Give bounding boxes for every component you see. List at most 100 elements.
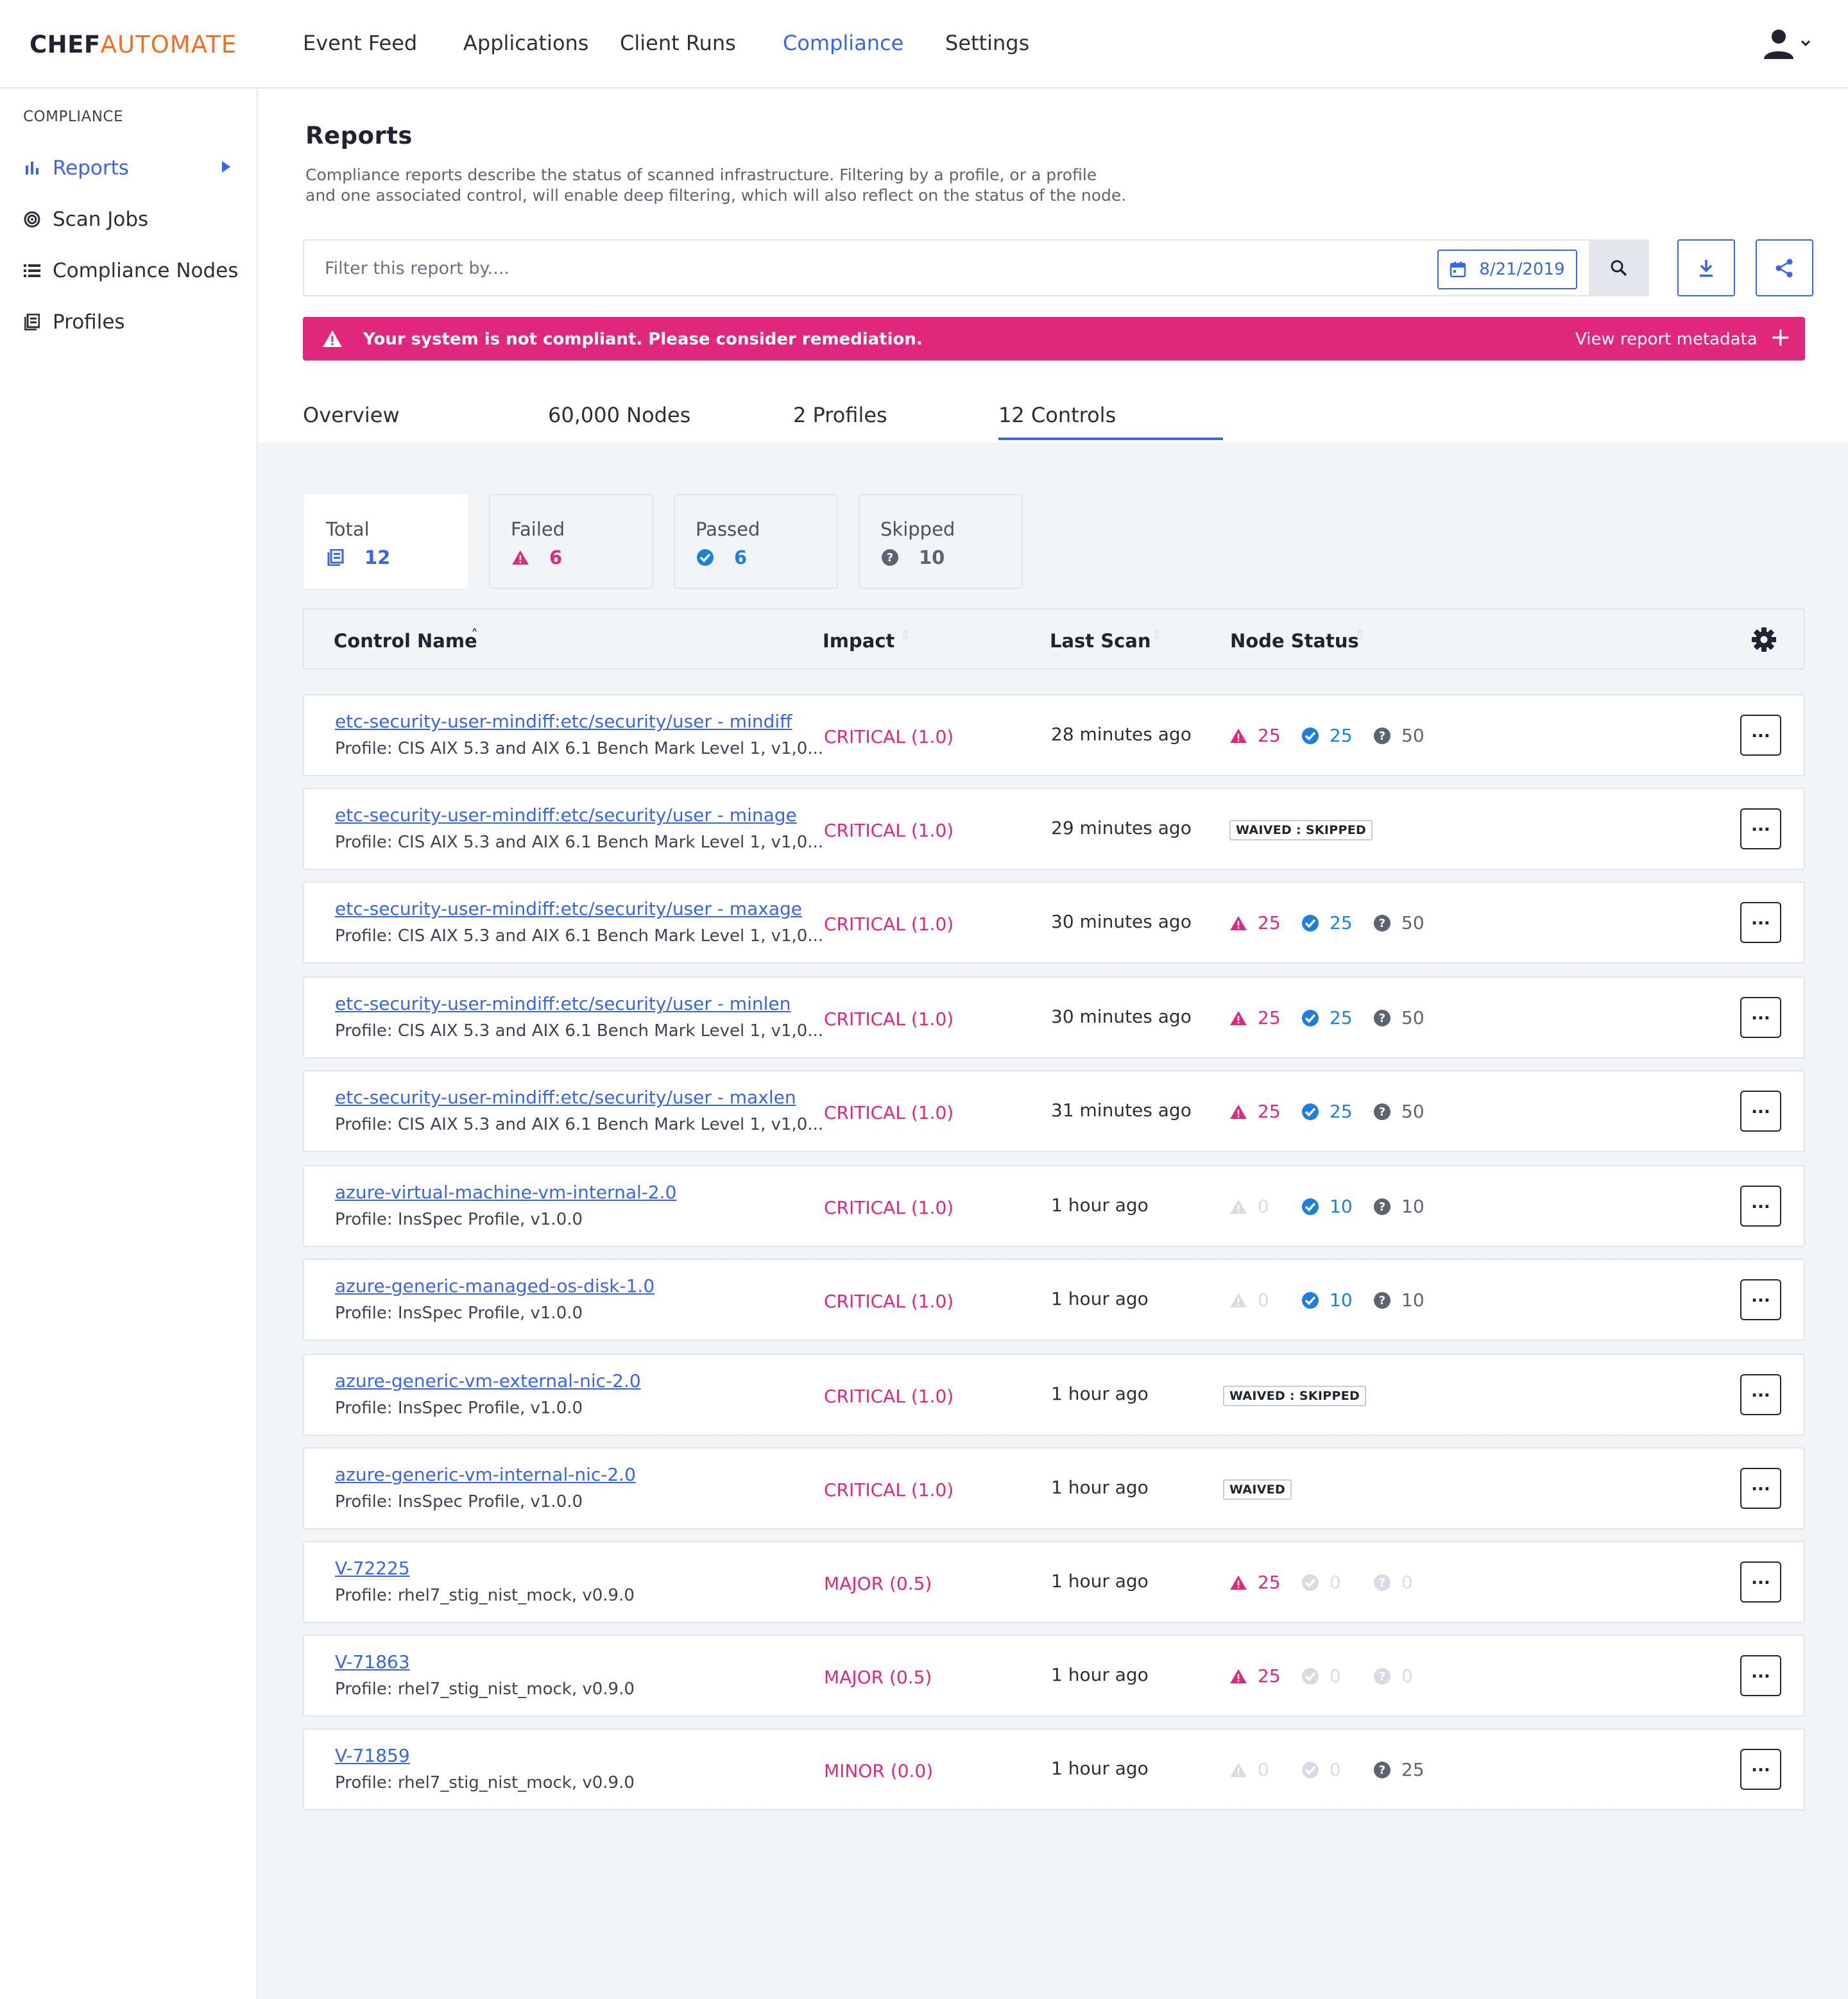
passed-icon <box>1301 1667 1319 1685</box>
row-actions-button[interactable]: ... <box>1740 902 1781 943</box>
control-impact: CRITICAL (1.0) <box>824 1197 954 1218</box>
summary-label: Total <box>326 518 370 540</box>
control-name-link[interactable]: etc-security-user-mindiff:etc/security/u… <box>335 898 802 919</box>
sort-icon[interactable]: ⇕ <box>1354 627 1366 643</box>
skipped-icon: ? <box>880 548 900 567</box>
filter-input[interactable]: Filter this report by.... <box>325 259 509 278</box>
column-header-last-scan[interactable]: Last Scan <box>1050 630 1151 652</box>
row-actions-button[interactable]: ... <box>1740 808 1781 849</box>
table-row: V-72225 Profile: rhel7_stig_nist_mock, v0… <box>303 1541 1805 1623</box>
row-actions-button[interactable]: ... <box>1740 1186 1781 1227</box>
chef-automate-logo[interactable]: CHEFAUTOMATE <box>30 31 237 58</box>
sidebar-item-reports[interactable]: Reports <box>23 152 241 184</box>
row-actions-button[interactable]: ... <box>1740 1749 1781 1790</box>
row-actions-button[interactable]: ... <box>1740 1091 1781 1132</box>
skipped-count: ? 10 <box>1373 1196 1425 1217</box>
nav-applications[interactable]: Applications <box>463 31 589 55</box>
row-actions-button[interactable]: ... <box>1740 1468 1781 1509</box>
svg-text:?: ? <box>1379 1576 1385 1590</box>
control-last-scan: 1 hour ago <box>1051 1664 1149 1685</box>
summary-card-failed[interactable]: Failed 6 <box>489 494 653 589</box>
passed-count: 25 <box>1301 1101 1353 1122</box>
column-header-control-name[interactable]: Control Name <box>334 630 477 652</box>
nav-event-feed[interactable]: Event Feed <box>303 31 418 55</box>
passed-icon <box>1301 1103 1319 1121</box>
control-name-link[interactable]: V-71859 <box>335 1745 410 1766</box>
tab-overview[interactable]: Overview <box>303 403 400 427</box>
summary-card-passed[interactable]: Passed 6 <box>674 494 838 589</box>
nav-settings[interactable]: Settings <box>945 31 1030 55</box>
nav-compliance[interactable]: Compliance <box>783 31 904 55</box>
nav-client-runs[interactable]: Client Runs <box>620 31 736 55</box>
waived-badge: WAIVED : SKIPPED <box>1229 820 1373 840</box>
control-name-link[interactable]: azure-virtual-machine-vm-internal-2.0 <box>335 1182 677 1203</box>
control-name-link[interactable]: azure-generic-vm-internal-nic-2.0 <box>335 1464 636 1485</box>
passed-value: 0 <box>1330 1759 1341 1780</box>
skipped-count: ? 50 <box>1373 725 1425 746</box>
sort-ascending-icon[interactable]: ˄ <box>471 627 478 643</box>
row-actions-button[interactable]: ... <box>1740 1279 1781 1320</box>
view-report-metadata-link[interactable]: View report metadata <box>1575 330 1758 349</box>
search-button[interactable] <box>1589 241 1649 295</box>
passed-value: 25 <box>1330 1007 1353 1028</box>
summary-card-skipped[interactable]: Skipped ? 10 <box>859 494 1023 589</box>
expand-arrow-icon[interactable] <box>222 161 230 173</box>
control-name-link[interactable]: etc-security-user-mindiff:etc/security/u… <box>335 993 791 1014</box>
control-name-link[interactable]: V-72225 <box>335 1558 410 1579</box>
row-actions-button[interactable]: ... <box>1740 1561 1781 1603</box>
user-menu[interactable] <box>1761 27 1813 62</box>
row-actions-button[interactable]: ... <box>1740 715 1781 756</box>
passed-count: 0 <box>1301 1759 1341 1780</box>
tab-nodes[interactable]: 60,000 Nodes <box>548 403 691 427</box>
calendar-icon <box>1450 262 1466 278</box>
passed-value: 25 <box>1330 1101 1353 1122</box>
control-last-scan: 1 hour ago <box>1051 1288 1149 1309</box>
table-row: etc-security-user-mindiff:etc/security/u… <box>303 1070 1805 1152</box>
logo-chef-text: CHEF <box>30 31 101 58</box>
table-row: etc-security-user-mindiff:etc/security/u… <box>303 694 1805 776</box>
skipped-count: ? 0 <box>1373 1572 1413 1593</box>
passed-count: 10 <box>1301 1289 1353 1311</box>
expand-metadata-button[interactable]: + <box>1770 323 1792 352</box>
skipped-count: ? 50 <box>1373 1007 1425 1028</box>
skipped-icon: ? <box>1373 1009 1391 1027</box>
waived-badge: WAIVED <box>1223 1479 1292 1500</box>
column-header-node-status[interactable]: Node Status <box>1230 630 1359 652</box>
skipped-value: 10 <box>1401 1289 1425 1311</box>
control-impact: CRITICAL (1.0) <box>824 1386 954 1407</box>
skipped-count: ? 10 <box>1373 1289 1425 1311</box>
control-profile: Profile: InsSpec Profile, v1.0.0 <box>335 1304 583 1323</box>
control-profile: Profile: rhel7_stig_nist_mock, v0.9.0 <box>335 1773 635 1792</box>
bar-chart-icon <box>23 159 41 177</box>
control-name-link[interactable]: V-71863 <box>335 1651 410 1672</box>
share-button[interactable] <box>1756 239 1813 296</box>
control-impact: CRITICAL (1.0) <box>824 726 954 747</box>
control-name-link[interactable]: azure-generic-vm-external-nic-2.0 <box>335 1370 641 1391</box>
gear-icon[interactable] <box>1750 626 1777 653</box>
summary-card-total[interactable]: Total 12 <box>304 494 468 589</box>
failed-value: 25 <box>1258 1572 1281 1593</box>
tab-profiles[interactable]: 2 Profiles <box>793 403 887 427</box>
control-name-link[interactable]: etc-security-user-mindiff:etc/security/u… <box>335 711 792 732</box>
failed-count: 25 <box>1229 1572 1281 1593</box>
control-name-link[interactable]: etc-security-user-mindiff:etc/security/u… <box>335 1087 796 1108</box>
sort-icon[interactable]: ⇕ <box>1151 627 1163 643</box>
control-name-link[interactable]: azure-generic-managed-os-disk-1.0 <box>335 1275 655 1297</box>
svg-text:?: ? <box>1379 1764 1385 1777</box>
sidebar-item-profiles[interactable]: Profiles <box>23 306 241 338</box>
table-row: azure-generic-vm-external-nic-2.0 Profile… <box>303 1354 1805 1436</box>
skipped-value: 50 <box>1401 725 1425 746</box>
row-actions-button[interactable]: ... <box>1740 1655 1781 1696</box>
sidebar-item-compliance-nodes[interactable]: Compliance Nodes <box>23 255 241 287</box>
control-name-link[interactable]: etc-security-user-mindiff:etc/security/u… <box>335 804 797 826</box>
date-picker-button[interactable]: 8/21/2019 <box>1437 250 1577 289</box>
row-actions-button[interactable]: ... <box>1740 1374 1781 1415</box>
column-header-impact[interactable]: Impact <box>823 630 895 652</box>
row-actions-button[interactable]: ... <box>1740 997 1781 1038</box>
tab-controls[interactable]: 12 Controls <box>998 403 1116 427</box>
sidebar-item-scan-jobs[interactable]: Scan Jobs <box>23 203 241 235</box>
skipped-count: ? 0 <box>1373 1665 1413 1687</box>
failed-icon <box>1229 1009 1247 1027</box>
sort-icon[interactable]: ⇕ <box>900 627 912 643</box>
download-button[interactable] <box>1677 239 1735 296</box>
